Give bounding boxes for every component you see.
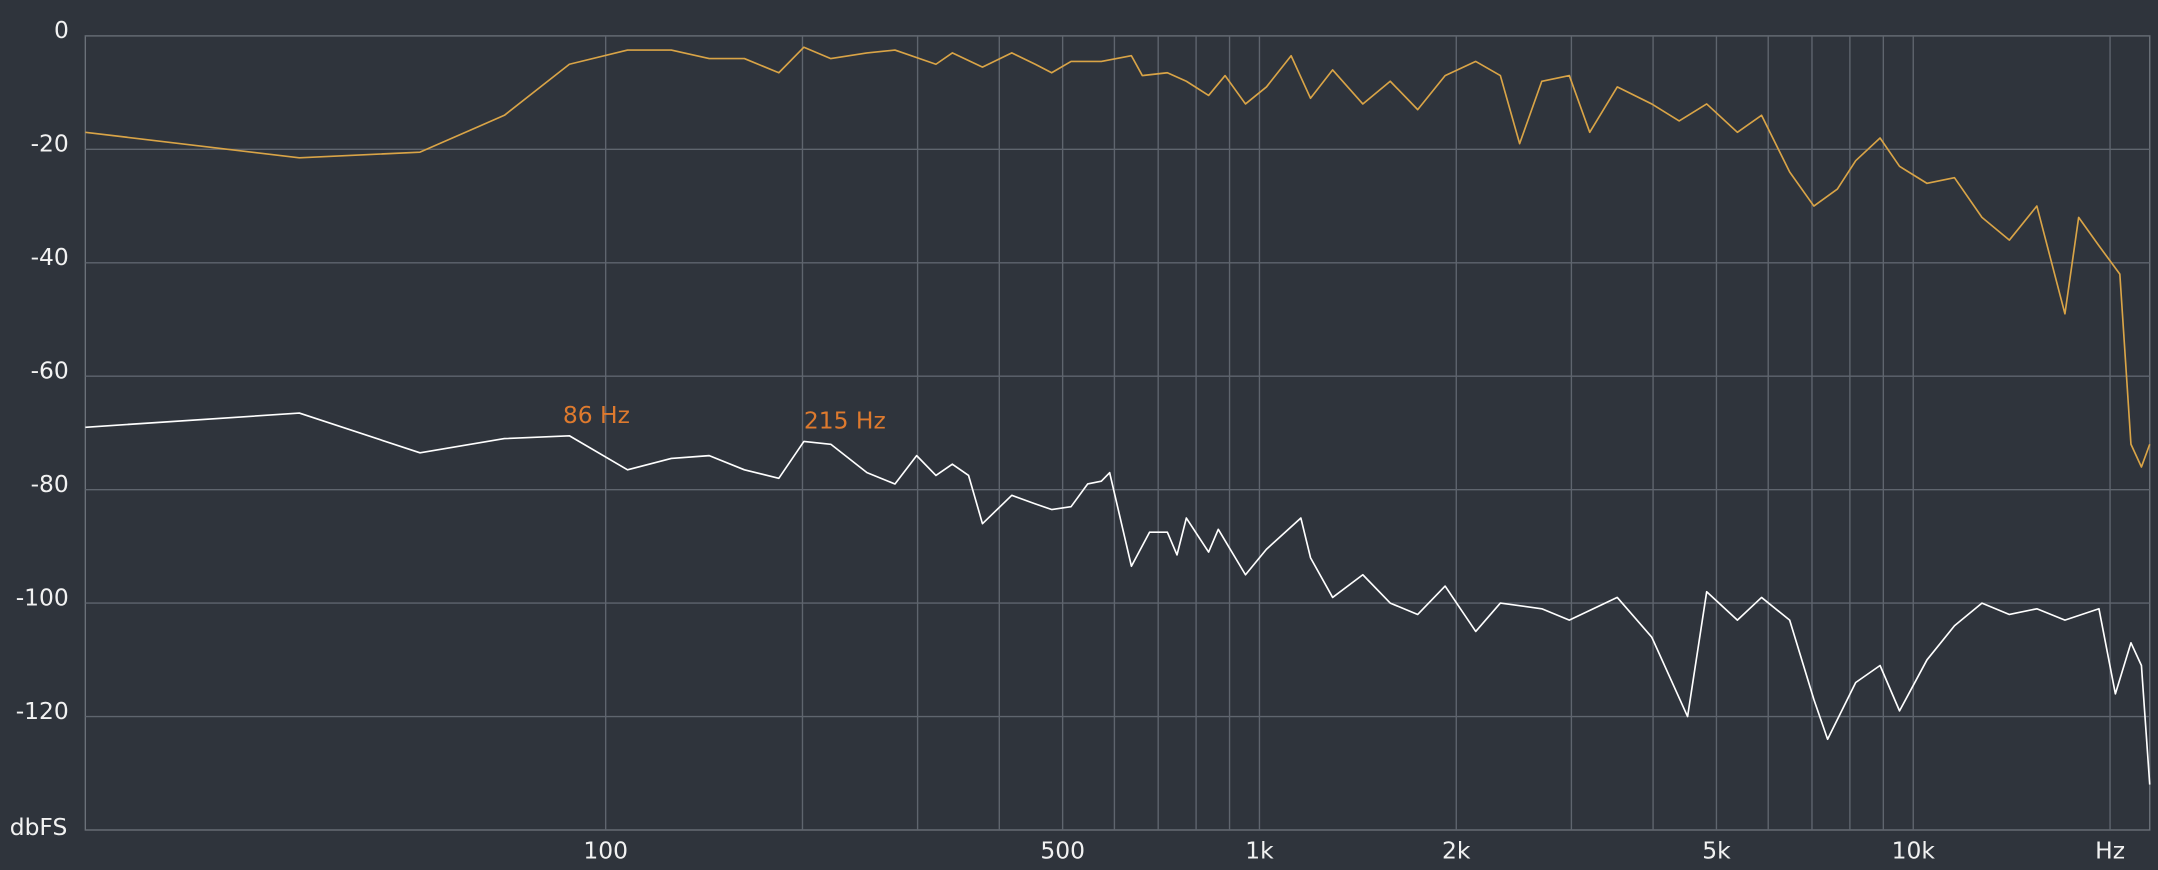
y-tick-label: -40 xyxy=(31,243,69,271)
y-axis-label: dbFS xyxy=(10,813,68,841)
peak-annotation: 215 Hz xyxy=(804,407,886,435)
y-tick-label: -60 xyxy=(31,357,69,385)
x-tick-label: 2k xyxy=(1442,837,1471,865)
x-tick-label: 100 xyxy=(583,837,628,865)
x-tick-label: 5k xyxy=(1702,837,1731,865)
x-tick-label: 1k xyxy=(1245,837,1274,865)
x-tick-label: 10k xyxy=(1892,837,1936,865)
y-tick-label: -100 xyxy=(16,583,69,611)
peak-annotation: 86 Hz xyxy=(563,401,630,429)
y-tick-label: -120 xyxy=(16,697,69,725)
y-tick-label: -20 xyxy=(31,130,69,158)
y-tick-label: 0 xyxy=(54,16,69,44)
series-line xyxy=(85,412,2151,785)
x-tick-label: 500 xyxy=(1040,837,1085,865)
x-tick-label: Hz xyxy=(2095,837,2125,865)
y-tick-label: -80 xyxy=(31,470,69,498)
series-line xyxy=(85,46,2151,468)
